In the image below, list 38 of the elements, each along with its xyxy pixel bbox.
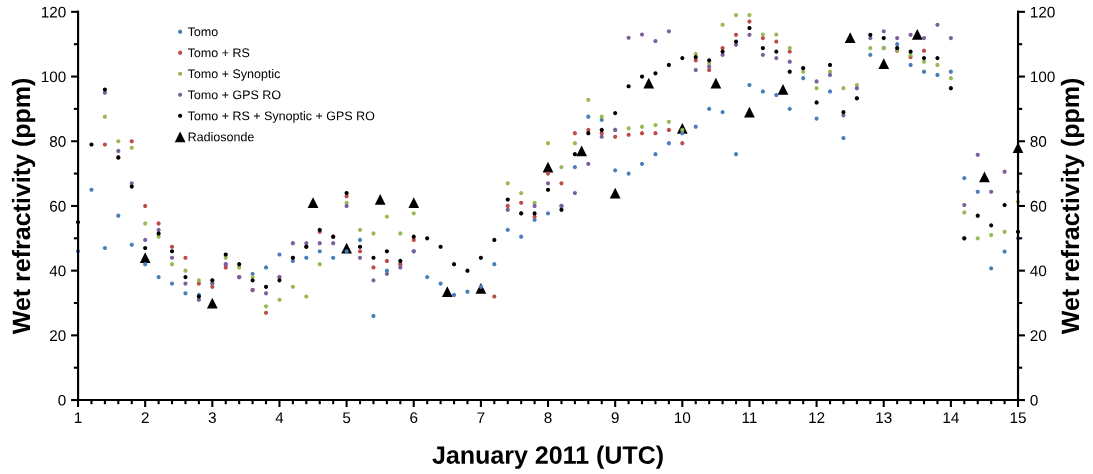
y2-tick-label: 20	[1030, 330, 1047, 342]
y2-tick-label: 40	[1030, 265, 1047, 277]
y-tick-label: 20	[50, 330, 66, 342]
legend-label: Tomo + RS	[187, 48, 250, 58]
x-tick-label: 8	[544, 412, 552, 424]
x-tick-label: 6	[410, 412, 418, 424]
y2-axis-title: Wet refractivity (ppm)	[1060, 78, 1085, 335]
y-tick-label: 60	[50, 200, 66, 212]
legend-label: Tomo + GPS RO	[187, 90, 281, 100]
x-tick-label: 11	[742, 412, 757, 423]
x-tick-label: 4	[275, 412, 284, 423]
y2-tick-label: 100	[1030, 71, 1055, 83]
x-tick-label: 1	[74, 412, 82, 423]
y-tick-label: 80	[49, 136, 66, 147]
x-tick-label: 9	[611, 412, 619, 424]
legend-label: Tomo + RS + Synoptic + GPS RO	[187, 111, 375, 123]
x-axis-title: January 2011 (UTC)	[432, 445, 663, 469]
y2-tick-label: 120	[1030, 6, 1055, 18]
y-tick-label: 100	[41, 71, 66, 83]
y-axis-title: Wet refractivity (ppm)	[11, 78, 36, 335]
x-tick-label: 7	[477, 412, 485, 423]
y2-tick-label: 60	[1030, 200, 1047, 212]
x-tick-label: 2	[141, 412, 149, 423]
legend-label: Tomo	[187, 27, 218, 37]
y2-tick-label: 0	[1030, 394, 1038, 406]
x-tick-label: 3	[208, 412, 216, 424]
legend-label: Tomo + Synoptic	[187, 69, 281, 81]
y-tick-label: 120	[41, 6, 66, 18]
y-tick-label: 0	[58, 394, 66, 406]
x-tick-label: 12	[809, 412, 825, 423]
legend-label: Radiosonde	[188, 132, 254, 142]
x-tick-label: 5	[342, 412, 351, 424]
y-tick-label: 40	[49, 265, 66, 277]
x-tick-label: 15	[1010, 412, 1026, 424]
x-tick-label: 14	[943, 412, 959, 423]
y2-tick-label: 80	[1030, 136, 1047, 147]
x-tick-label: 10	[674, 412, 691, 424]
x-tick-label: 13	[876, 412, 892, 424]
